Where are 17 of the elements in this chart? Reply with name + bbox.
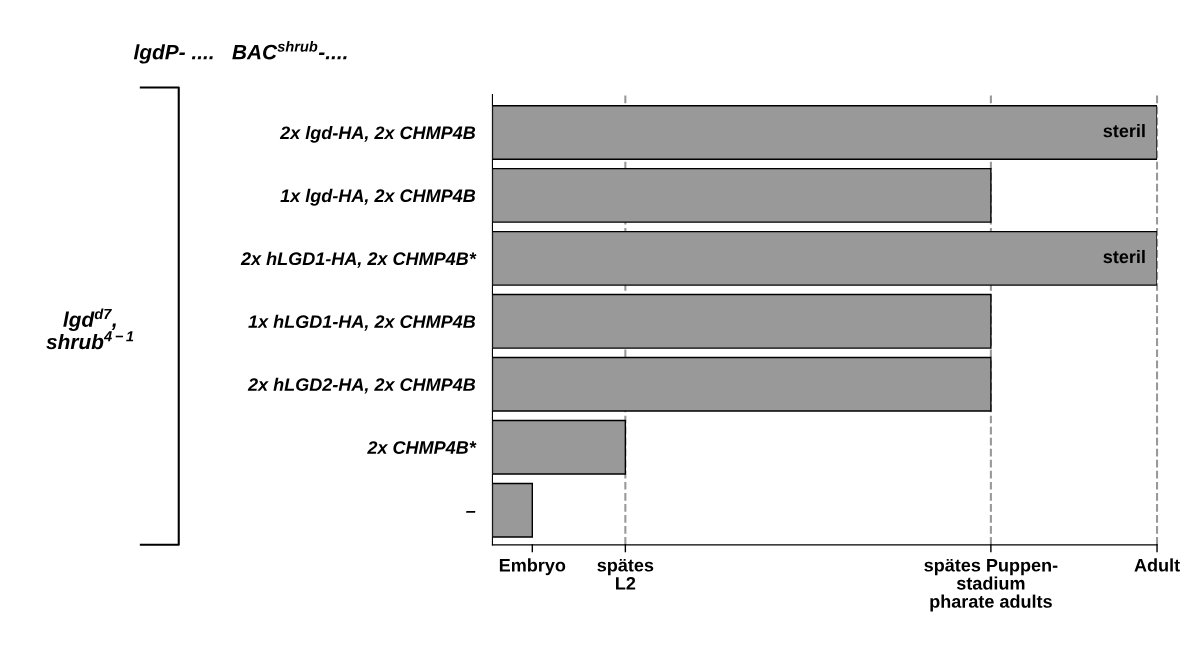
annotation: Embryo — [499, 558, 566, 576]
annotation: steril — [1103, 124, 1145, 138]
annotation: spätes Puppen- stadium pharate adults — [924, 558, 1058, 612]
y-tick-label: 2x hLGD2-HA, 2x CHMP4B — [247, 377, 476, 394]
annotation: spätes L2 — [597, 558, 654, 590]
y-tick-label: 1x hLGD1-HA, 2x CHMP4B — [248, 314, 476, 331]
bar — [492, 482, 534, 538]
text: lgd$^{d7}$, shrub$^{4−1}$ — [46, 308, 134, 350]
y-tick-label: 2x lgd-HA, 2x CHMP4B — [279, 125, 476, 143]
y-tick-label: 2x CHMP4B* — [367, 441, 477, 454]
y-tick-label: – — [466, 511, 476, 513]
bar — [492, 104, 1158, 160]
y-tick-label: 1x lgd-HA, 2x CHMP4B — [280, 188, 476, 206]
annotation: steril — [1103, 249, 1145, 264]
y-tick-label: 2x hLGD1-HA, 2x CHMP4B* — [240, 251, 477, 268]
annotation: Adult — [1134, 558, 1180, 572]
text: lgdP- .... BAC$^{shrub}$-.... — [133, 40, 347, 64]
